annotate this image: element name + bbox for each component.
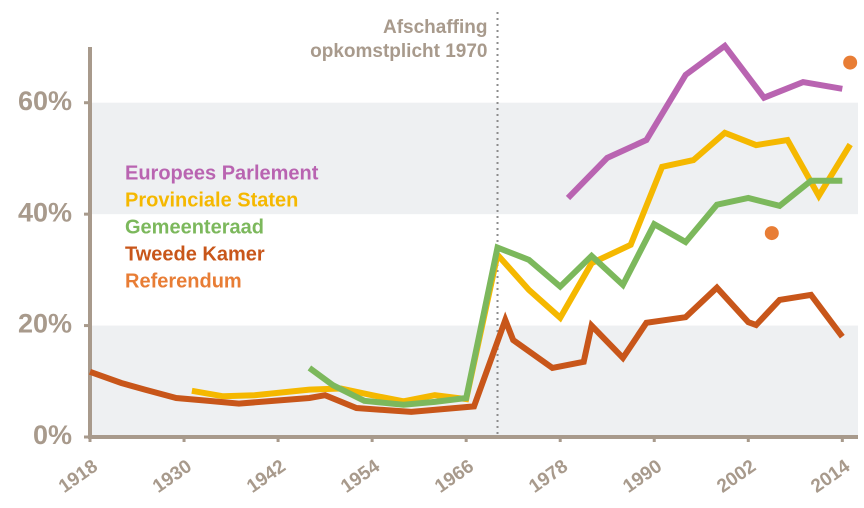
annotation-text: opkomstplicht 1970: [310, 41, 487, 62]
y-tick-label: 40%: [18, 197, 72, 227]
background-band: [90, 325, 858, 437]
x-tick-label: 1918: [55, 456, 102, 497]
x-tick-label: 1990: [619, 456, 666, 497]
data-point: [764, 226, 779, 241]
y-tick-label: 0%: [33, 420, 72, 450]
series-line: [88, 283, 845, 415]
background-band: [90, 102, 858, 215]
legend-entry: Europees Parlement: [125, 162, 319, 184]
series-line: [191, 129, 853, 405]
y-tick-label: 60%: [18, 86, 72, 116]
x-tick-label: 1954: [337, 456, 384, 498]
legend-entry: Tweede Kamer: [125, 243, 265, 265]
x-tick-label: 2014: [807, 456, 854, 498]
x-tick-label: 1966: [431, 456, 478, 497]
series-line: [307, 177, 843, 408]
legend-entry: Gemeenteraad: [125, 216, 264, 238]
legend-entry: Referendum: [125, 270, 242, 292]
x-tick-label: 1930: [149, 456, 196, 497]
x-tick-label: 2002: [713, 456, 760, 497]
x-tick-label: 1942: [243, 456, 290, 497]
x-tick-label: 1978: [525, 456, 572, 497]
y-tick-label: 20%: [18, 309, 72, 339]
data-point: [843, 55, 858, 70]
legend-entry: Provinciale Staten: [125, 189, 298, 211]
annotation-text: Afschaffing: [383, 17, 488, 38]
series-line: [565, 41, 843, 201]
